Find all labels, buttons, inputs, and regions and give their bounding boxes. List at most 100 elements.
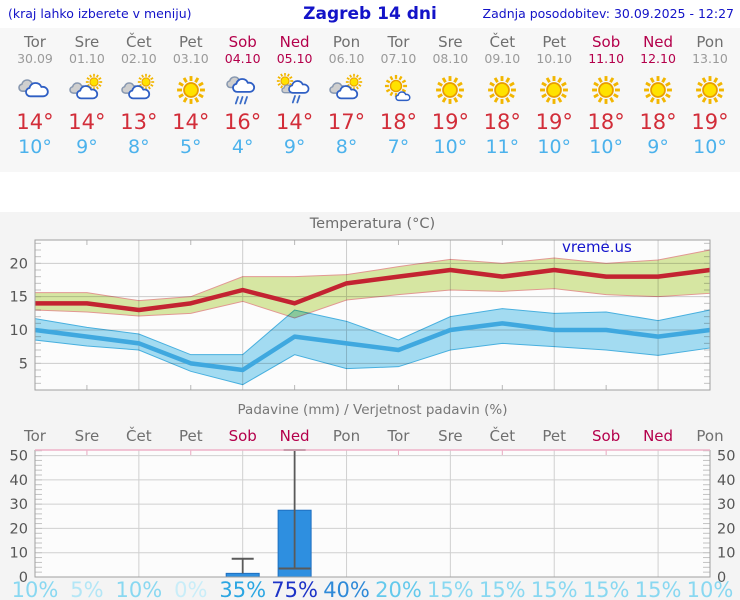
precip-probability: 40% (323, 578, 370, 600)
page-title: Zagreb 14 dni (303, 4, 437, 24)
high-temp: 14° (68, 110, 106, 134)
high-temp: 17° (327, 110, 366, 134)
precip-probability: 15% (635, 578, 682, 600)
low-temp: 10° (18, 136, 52, 158)
high-temp: 18° (587, 110, 625, 134)
weather-icon-sunny (696, 76, 724, 104)
high-temp: 14° (16, 110, 54, 134)
weather-icon-partly-cloudy (69, 73, 103, 100)
weather-icon-sunny (488, 76, 517, 104)
high-temp: 19° (691, 110, 729, 134)
precip-day-label: Pet (542, 427, 566, 445)
high-temp: 14° (275, 110, 314, 134)
low-temp: 9° (76, 136, 98, 158)
precip-day-label: Sob (229, 427, 257, 445)
low-temp: 10° (433, 136, 468, 158)
day-name: Ned (279, 33, 310, 51)
high-temp: 13° (120, 110, 158, 134)
precip-day-label: Pon (696, 427, 723, 445)
high-temp: 16° (224, 110, 262, 134)
precip-probability: 15% (479, 578, 526, 600)
day-name: Čet (126, 33, 152, 51)
precip-day-label: Sre (438, 427, 463, 445)
temp-chart-title: Temperatura (°C) (309, 216, 435, 232)
high-temp: 19° (535, 110, 573, 134)
weather-icon-rain (225, 76, 255, 105)
precip-probability: 0% (174, 578, 207, 600)
temp-y-label: 15 (10, 290, 28, 306)
day-name: Tor (387, 33, 410, 51)
day-name: Čet (489, 33, 516, 51)
day-name: Tor (24, 33, 46, 51)
high-temp: 18° (639, 110, 677, 134)
day-name: Sre (74, 33, 100, 51)
precip-probability: 10% (116, 578, 163, 600)
high-temp: 14° (172, 110, 210, 134)
day-date: 09.10 (484, 51, 521, 66)
day-name: Pon (696, 33, 724, 51)
precip-probability: 10% (687, 578, 734, 600)
watermark-link[interactable]: vreme.us (562, 238, 632, 256)
precip-y-label: 10 (717, 546, 735, 562)
precip-day-label: Pon (333, 427, 360, 445)
low-temp: 5° (179, 136, 202, 158)
low-temp: 8° (335, 136, 358, 158)
day-name: Pon (332, 33, 361, 51)
day-date: 04.10 (224, 51, 261, 66)
precip-probability: 15% (531, 578, 578, 600)
precip-y-label: 10 (10, 546, 28, 562)
low-temp: 10° (693, 136, 727, 158)
precip-day-label: Sob (592, 427, 620, 445)
precip-y-label: 30 (10, 497, 28, 513)
high-temp: 18° (483, 110, 521, 134)
weather-icon-mostly-sunny (385, 74, 411, 102)
weather-icon-partly-cloudy (121, 73, 155, 100)
forecast-day: Pet 03.10 14° 5° (165, 28, 217, 159)
low-temp: 7° (387, 136, 410, 158)
precip-probability: 20% (375, 578, 422, 600)
charts-section: 5 10 15 20 Temperatura (°C) vreme.us Padavin… (0, 212, 740, 600)
day-name: Pet (542, 33, 567, 51)
precip-probability: 35% (219, 578, 266, 600)
precip-y-label: 50 (10, 449, 28, 465)
forecast-day: Tor 30.09 14° 10° (9, 28, 61, 159)
weather-icon-partly-cloudy (328, 73, 362, 100)
precip-day-label: Ned (280, 427, 310, 445)
precip-y-label: 40 (717, 473, 735, 489)
precip-day-label: Čet (126, 426, 152, 445)
precipitation-chart: Padavine (mm) / Verjetnost padavin (%) To… (10, 402, 736, 600)
precip-y-label: 50 (717, 449, 735, 465)
day-date: 13.10 (692, 51, 728, 66)
day-date: 05.10 (276, 51, 313, 66)
low-temp: 8° (128, 136, 150, 158)
forecast-day: Sob 11.10 18° 10° (580, 28, 632, 159)
precip-probability: 15% (583, 578, 630, 600)
forecast-day: Pet 10.10 19° 10° (528, 28, 580, 159)
day-date: 11.10 (588, 51, 625, 66)
weather-icon-sunny (176, 76, 205, 104)
precip-y-label: 30 (717, 497, 735, 513)
precip-day-label: Ned (643, 427, 673, 445)
day-name: Ned (643, 33, 674, 51)
high-temp-line (35, 267, 711, 313)
day-date: 03.10 (172, 51, 209, 66)
high-temp: 19° (431, 110, 469, 134)
precip-bar (225, 572, 260, 578)
weather-icon-cloudy (18, 79, 49, 98)
precip-probability: 5% (70, 578, 103, 600)
forecast-day: Pon 06.10 17° 8° (321, 28, 373, 159)
precip-day-label: Pet (179, 427, 203, 445)
temp-y-label: 10 (10, 323, 28, 339)
day-date: 07.10 (380, 51, 417, 66)
weather-icon-sunny (592, 76, 621, 104)
precip-day-label: Tor (23, 427, 47, 445)
precip-y-label: 20 (10, 521, 28, 537)
location-hint: (kraj lahko izberete v meniju) (8, 6, 192, 21)
temp-y-label: 20 (10, 256, 28, 272)
header: (kraj lahko izberete v meniju) Zagreb 14… (0, 0, 740, 28)
day-name: Pet (178, 33, 203, 51)
precip-probability: 10% (12, 578, 59, 600)
forecast-day: Sob 04.10 16° 4° (217, 28, 269, 159)
forecast-day: Ned 05.10 14° 9° (269, 28, 321, 159)
low-temp: 9° (283, 136, 306, 158)
